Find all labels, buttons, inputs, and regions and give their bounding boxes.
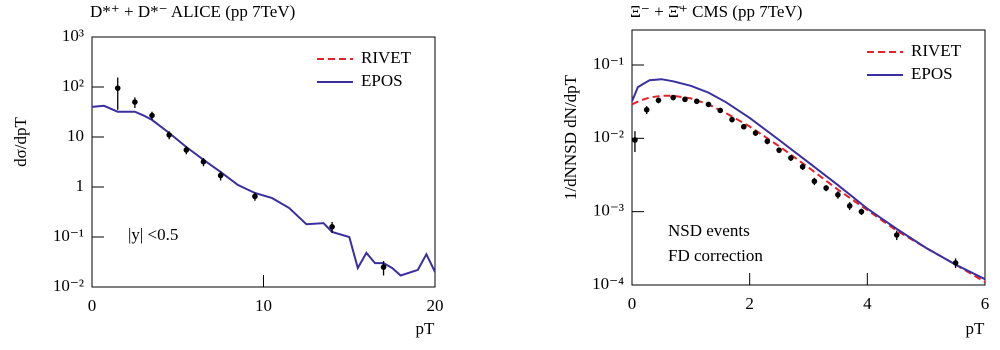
data-point [132,99,138,105]
annotation: FD correction [668,246,763,265]
series-line [631,94,986,283]
data-point [764,138,771,145]
x-tick-label: 10 [255,296,272,315]
data-point [252,193,258,200]
x-tick-label: 6 [981,294,990,313]
data-point [655,97,662,104]
chart-title: D*⁺ + D*⁻ ALICE (pp 7TeV) [90,2,295,21]
data-point [114,85,121,91]
y-tick-label: 10³ [62,26,84,45]
plot-frame [631,29,986,286]
data-point [788,155,794,161]
x-axis-label: pT [966,319,986,338]
data-point [183,147,190,153]
data-point [682,96,688,103]
y-tick-label: 10⁻² [53,276,84,295]
x-tick-label: 2 [745,294,754,313]
data-point [217,172,224,179]
x-tick-label: 0 [88,296,97,315]
y-tick-label: 10⁻¹ [593,54,624,73]
data-point [329,223,335,230]
data-point [952,260,959,266]
legend-label: EPOS [911,64,953,83]
data-point [705,101,712,108]
y-tick-label: 10 [67,126,84,145]
data-point [380,264,387,270]
legend-label: EPOS [361,71,403,90]
y-tick-label: 10⁻² [593,127,624,146]
y-tick-label: 10⁻⁴ [592,274,624,293]
series-line [91,104,436,277]
data-point [643,106,650,113]
data-point [752,130,759,136]
data-point [200,158,207,165]
legend-label: RIVET [911,41,962,60]
data-point [729,116,735,123]
data-point [166,132,172,138]
data-point [811,178,818,185]
data-point [632,137,638,143]
data-point [776,147,782,153]
data-point [846,203,853,209]
y-axis-label: 1/dNNSD dN/dpT [561,74,580,200]
y-tick-label: 10² [62,76,84,95]
annotation: NSD events [668,221,750,240]
x-tick-label: 20 [427,296,444,315]
series-line [631,78,986,281]
data-point [670,94,676,101]
data-point [740,123,747,130]
data-point [835,191,841,198]
y-tick-label: 1 [76,176,85,195]
x-tick-label: 0 [628,294,637,313]
chart-title: Ξ⁻ + Ξ̄⁺ CMS (pp 7TeV) [630,2,802,21]
data-point [717,107,724,114]
legend-label: RIVET [361,48,412,67]
y-tick-label: 10⁻¹ [53,226,84,245]
y-axis-label: dσ/dpT [11,117,30,167]
data-point [858,208,865,215]
data-point [799,163,806,170]
x-axis-label: pT [416,319,436,338]
y-tick-label: 10⁻³ [593,201,624,220]
data-point [693,98,700,105]
data-point [893,232,900,238]
annotation: |y| <0.5 [128,225,178,244]
data-point [149,112,155,119]
data-point [823,185,829,191]
x-tick-label: 4 [863,294,872,313]
